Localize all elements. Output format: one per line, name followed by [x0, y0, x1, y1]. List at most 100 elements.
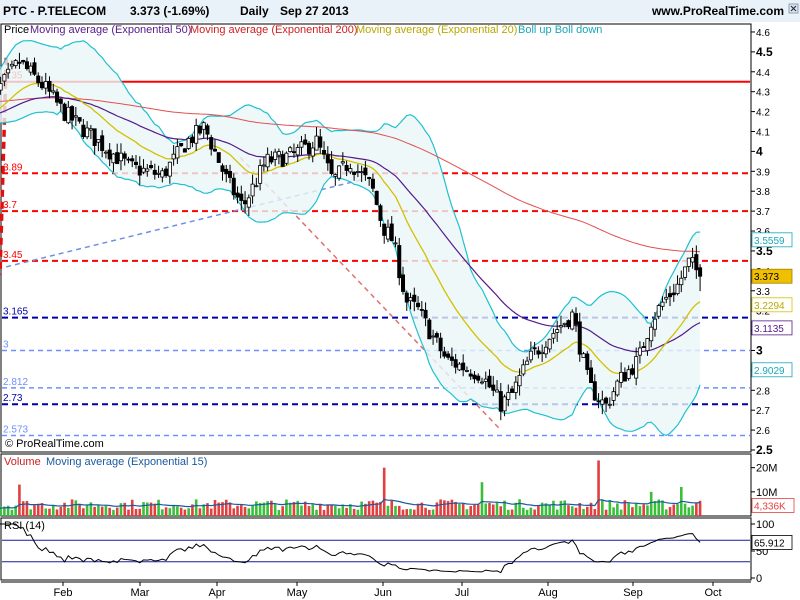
volume-plot	[0, 460, 702, 516]
candle-body	[389, 223, 394, 242]
candle-body	[446, 353, 451, 358]
candle-body	[416, 302, 421, 308]
candle-body	[671, 292, 676, 296]
volume-bar	[544, 503, 548, 516]
header-date: Sep 27 2013	[280, 4, 349, 18]
volume-bar	[612, 507, 615, 516]
candle-body	[453, 359, 458, 368]
candle-body	[694, 254, 699, 271]
price-tick-label: 2.6	[756, 426, 770, 437]
volume-bar	[307, 506, 311, 516]
candle-body	[179, 143, 184, 147]
candle-body	[532, 347, 537, 350]
candle-body	[540, 351, 545, 354]
volume-bar	[601, 499, 604, 516]
candle-body	[201, 122, 206, 130]
candle-body	[487, 375, 492, 388]
volume-bar	[514, 502, 518, 516]
candle-body	[525, 360, 530, 365]
candle-body	[543, 346, 548, 355]
volume-bar	[10, 509, 14, 516]
candle-body	[111, 153, 116, 164]
volume-bar	[570, 506, 574, 516]
volume-bar	[228, 502, 232, 516]
volume-bar	[458, 503, 461, 516]
volume-bar	[469, 506, 472, 516]
candle-body	[246, 197, 251, 208]
legend-volume-ema: Moving average (Exponential 15)	[46, 456, 207, 468]
volume-bar	[123, 502, 127, 516]
price-tick-label: 2.7	[756, 406, 770, 417]
candle-body	[186, 138, 191, 149]
volume-bar	[424, 507, 427, 516]
candle-body	[9, 63, 14, 67]
candle-body	[442, 351, 447, 357]
candle-body	[604, 397, 609, 404]
candle-body	[21, 60, 26, 63]
candle-body	[295, 147, 300, 156]
candle-body	[152, 169, 157, 175]
volume-bar	[435, 502, 439, 516]
volume-bar	[251, 505, 254, 516]
volume-bar	[657, 499, 661, 516]
candle-body	[611, 391, 616, 401]
legend-rsi: RSI (14)	[4, 520, 45, 532]
legend-ema200: Moving average (Exponential 200)	[190, 24, 358, 36]
level-label: 3.7	[3, 200, 17, 211]
volume-bar	[582, 508, 585, 516]
candle-body	[434, 333, 439, 338]
candle-body	[401, 274, 406, 292]
candle-body	[43, 81, 48, 89]
volume-bar	[262, 502, 266, 516]
axes: 4.64.54.44.34.24.143.93.83.73.63.53.43.3…	[1, 28, 795, 599]
volume-bar	[364, 503, 367, 516]
value-tag	[751, 232, 793, 248]
volume-bar	[668, 507, 672, 516]
rsi-value-tag	[751, 535, 793, 550]
volume-bar	[93, 506, 96, 516]
x-tick-label: Feb	[54, 587, 73, 599]
bollinger-band-fill	[0, 40, 701, 436]
candle-body	[558, 325, 563, 328]
candle-body	[28, 65, 33, 73]
candle-body	[6, 68, 11, 74]
candle-body	[220, 165, 225, 172]
candle-body	[118, 152, 123, 162]
close-icon[interactable]	[788, 3, 799, 14]
candle-body	[258, 165, 263, 184]
watermark: © ProRealTime.com	[5, 438, 104, 450]
volume-bar	[488, 502, 491, 516]
price-tick-label: 4.4	[756, 68, 770, 79]
x-tick-label: Aug	[538, 587, 558, 599]
level-label: 3.45	[3, 250, 23, 261]
candle-body	[495, 389, 500, 393]
volume-bar	[443, 500, 446, 516]
volume-bar	[420, 502, 424, 516]
volume-bar	[138, 508, 142, 516]
candle-body	[359, 171, 364, 174]
value-tag	[751, 320, 793, 336]
candle-body	[645, 338, 650, 352]
value-tag-label: 2.9029	[754, 366, 785, 377]
volume-bar	[379, 501, 382, 516]
candle-body	[385, 226, 390, 240]
level-label: 3	[3, 339, 9, 350]
volume-bar	[461, 503, 465, 516]
volume-bar	[574, 507, 578, 516]
volume-tick-label: 20M	[756, 463, 777, 475]
candle-body	[333, 174, 338, 177]
candle-body	[652, 318, 657, 330]
candle-body	[577, 321, 582, 355]
candle-body	[280, 154, 285, 167]
candle-body	[325, 154, 330, 164]
rsi-line	[0, 523, 701, 574]
volume-bar	[604, 509, 608, 516]
candle-body	[190, 136, 195, 144]
volume-bar	[78, 503, 81, 516]
value-tag-label: 3.5559	[754, 236, 785, 247]
volume-bar	[198, 508, 202, 516]
candle-body	[306, 142, 311, 155]
volume-bar	[33, 505, 36, 516]
volume-bar	[518, 499, 521, 516]
